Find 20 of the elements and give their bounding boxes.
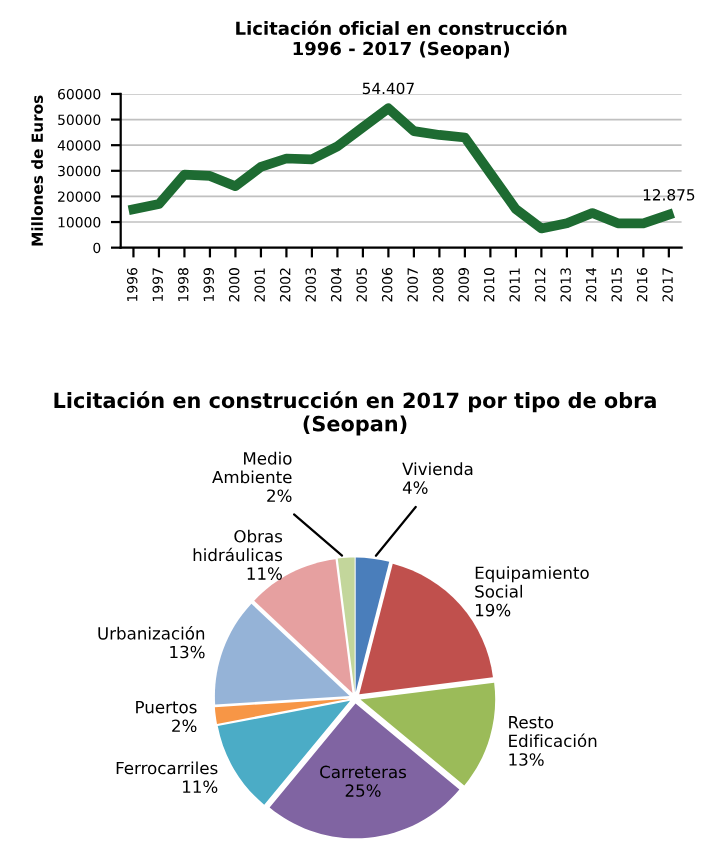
slice-label: Urbanización <box>98 626 205 640</box>
data-label: 11% <box>247 567 282 580</box>
slice-label: Resto Edificación <box>509 716 597 748</box>
slice-label: Vivienda <box>402 462 473 476</box>
data-label: 4% <box>402 481 428 494</box>
data-label: 11% <box>183 780 218 793</box>
data-label: 25% <box>345 784 381 797</box>
slice-label: Equipamiento Social <box>475 566 589 598</box>
chart-title: Licitación oficial en construcción 1996 - 2017 (Seopan) <box>236 20 567 59</box>
data-label: 2% <box>267 489 292 502</box>
data-label: 13% <box>170 645 205 659</box>
slice-label: Ferrocarriles <box>116 761 218 775</box>
data-label: 13% <box>509 753 544 766</box>
slice-label: Medio Ambiente <box>212 451 292 484</box>
data-label: 19% <box>476 603 511 617</box>
chart-title: Licitación en construcción en 2017 por tipo de obra (Seopan) <box>54 391 656 436</box>
slice-label: Puertos <box>136 700 197 714</box>
data-label: 2% <box>172 719 197 733</box>
slice-label: Carreteras <box>320 765 407 779</box>
slice-label: Obras hidráulicas <box>193 529 283 562</box>
